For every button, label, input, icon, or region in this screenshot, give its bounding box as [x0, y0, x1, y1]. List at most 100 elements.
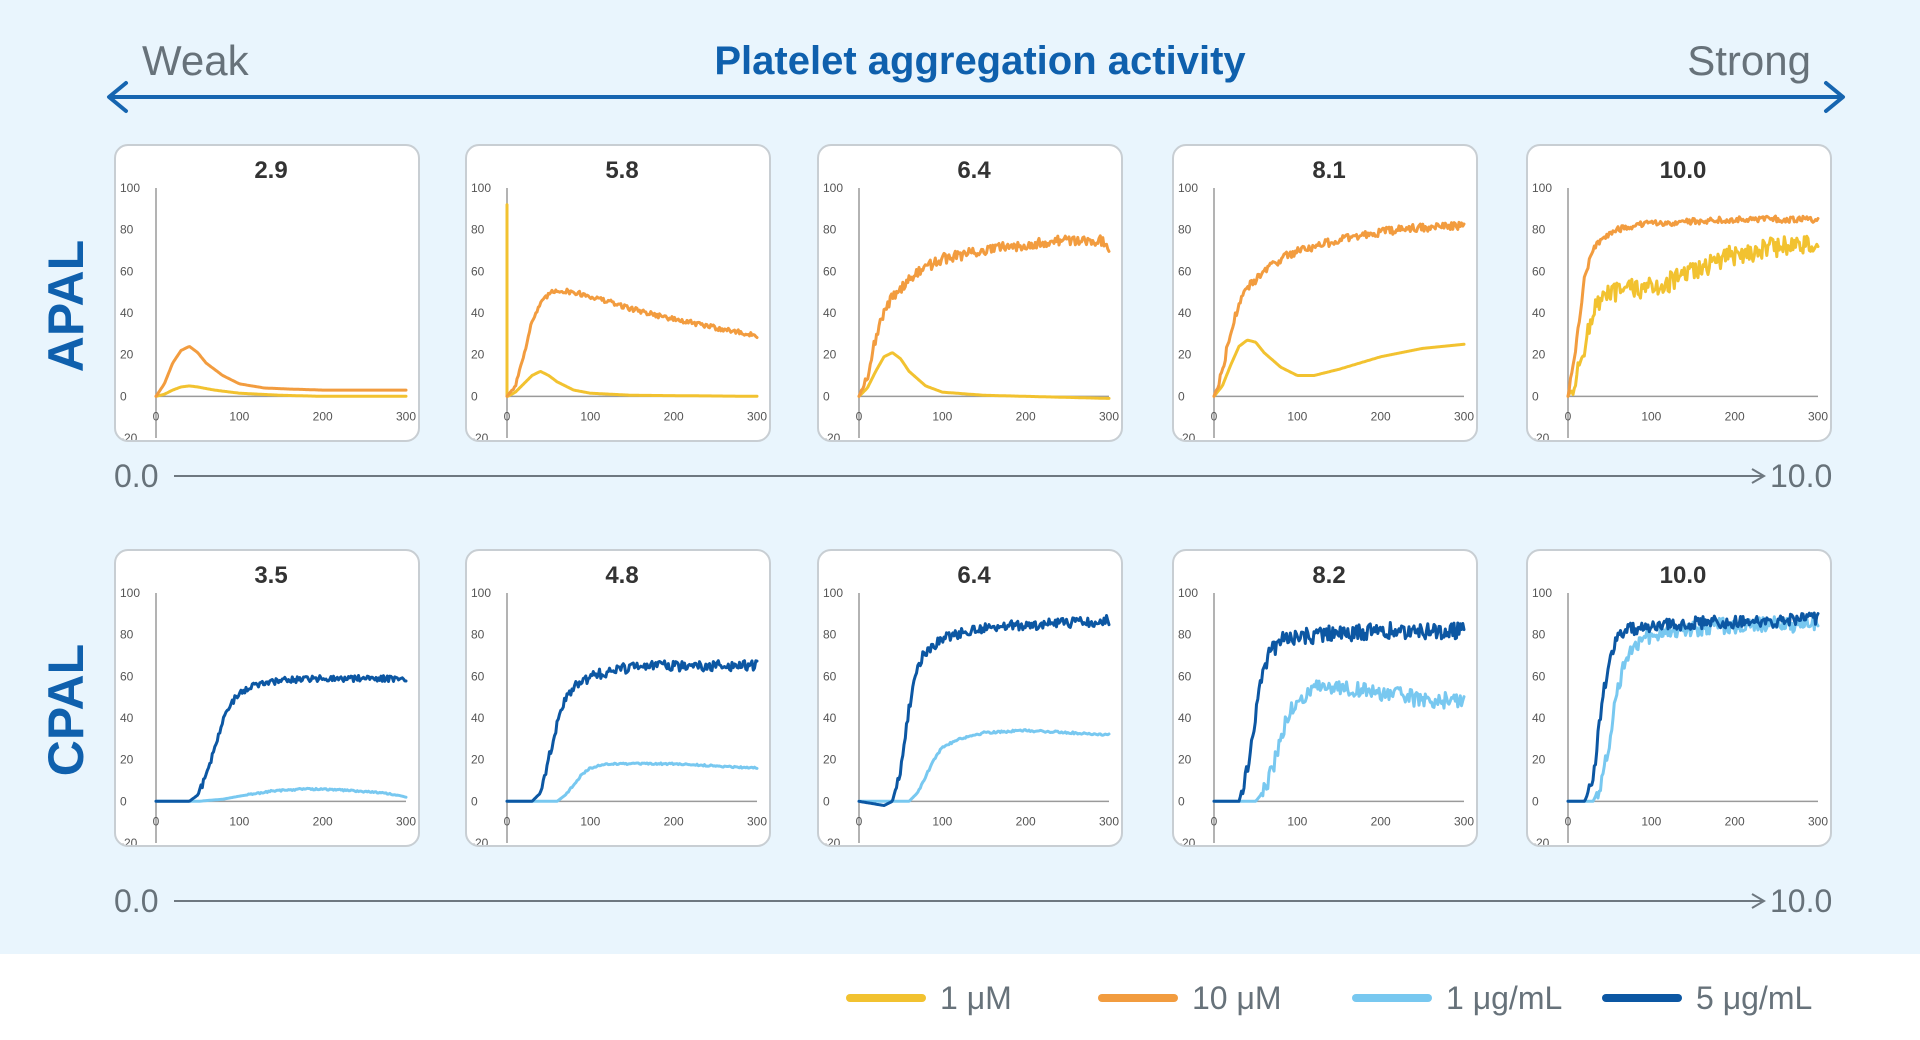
series-line: [1212, 338, 1466, 398]
y-tick-label: 60: [1178, 264, 1192, 278]
y-tick-label: -20: [1532, 431, 1550, 442]
y-tick-label: 40: [823, 711, 837, 725]
y-tick-label: 20: [1532, 753, 1546, 767]
y-tick-label: 20: [823, 348, 837, 362]
y-tick-label: 20: [1532, 348, 1546, 362]
legend-label: 1 μg/mL: [1446, 979, 1563, 1016]
y-tick-label: 0: [1178, 389, 1185, 403]
y-tick-label: 100: [1532, 586, 1552, 600]
chart-plot: 8.1 -20 0 20 40 60 80 100 0 100 200 300: [1178, 157, 1474, 440]
y-tick-label: 20: [120, 753, 134, 767]
y-tick-label: 0: [471, 794, 478, 808]
x-tick-label: 100: [1287, 409, 1307, 423]
x-tick-label: 100: [580, 814, 600, 828]
series-line: [505, 761, 759, 803]
legend-item-10uM: 10 μM: [1098, 976, 1282, 1020]
y-tick-label: 100: [823, 586, 843, 600]
activity-arrow: [107, 81, 1845, 113]
chart-card-cpal-3: 6.4 -20 0 20 40 60 80 100 0 100 200 300: [817, 549, 1123, 847]
y-tick-label: 60: [1532, 264, 1546, 278]
y-tick-label: 0: [823, 389, 830, 403]
legend-label: 1 μM: [940, 979, 1012, 1016]
series-line: [1212, 621, 1466, 803]
y-tick-label: 80: [823, 223, 837, 237]
weak-label: Weak: [142, 37, 249, 84]
chart-title: 10.0: [1660, 157, 1707, 184]
series-line: [1566, 214, 1820, 398]
y-tick-label: -20: [823, 431, 841, 442]
x-tick-label: 300: [1454, 814, 1474, 828]
y-tick-label: 0: [1178, 794, 1185, 808]
strong-label: Strong: [1687, 37, 1811, 84]
chart-card-cpal-1: 3.5 -20 0 20 40 60 80 100 0 100 200 300: [114, 549, 420, 847]
legend-label: 10 μM: [1192, 979, 1282, 1016]
y-tick-label: 80: [1178, 628, 1192, 642]
chart-title: 5.8: [605, 157, 638, 184]
chart-plot: 8.2 -20 0 20 40 60 80 100 0 100 200 300: [1178, 562, 1474, 847]
chart-card-apal-4: 8.1 -20 0 20 40 60 80 100 0 100 200 300: [1172, 144, 1478, 442]
x-tick-label: 300: [396, 814, 416, 828]
x-tick-label: 300: [1808, 409, 1828, 423]
chart-plot: 4.8 -20 0 20 40 60 80 100 0 100 200 300: [471, 562, 767, 845]
y-tick-label: -20: [1178, 836, 1196, 847]
x-tick-label: 100: [932, 409, 952, 423]
y-tick-label: 40: [471, 306, 485, 320]
x-tick-label: 200: [1725, 814, 1745, 828]
y-tick-label: 100: [471, 586, 491, 600]
y-tick-label: 100: [471, 181, 491, 195]
y-tick-label: 40: [1178, 306, 1192, 320]
arrow-head-left: [107, 81, 128, 113]
chart-card-apal-2: 5.8 -20 0 20 40 60 80 100 0 100 200 300: [465, 144, 771, 442]
chart-title: 2.9: [254, 157, 287, 184]
x-tick-label: 200: [1371, 814, 1391, 828]
y-tick-label: 80: [120, 223, 134, 237]
y-tick-label: 80: [1178, 223, 1192, 237]
series-line: [857, 234, 1111, 398]
x-tick-label: 300: [1454, 409, 1474, 423]
y-tick-label: 40: [1178, 711, 1192, 725]
x-tick-label: 0: [1211, 409, 1218, 423]
x-tick-label: 100: [932, 814, 952, 828]
x-tick-label: 100: [229, 814, 249, 828]
y-tick-label: 40: [1532, 306, 1546, 320]
y-tick-label: 40: [120, 711, 134, 725]
y-tick-label: 100: [1532, 181, 1552, 195]
chart-title: 3.5: [254, 562, 287, 589]
x-tick-label: 200: [1016, 409, 1036, 423]
series-line: [505, 287, 759, 398]
y-tick-label: 20: [471, 753, 485, 767]
y-tick-label: 20: [471, 348, 485, 362]
x-tick-label: 0: [1565, 409, 1572, 423]
cpal-scale-min: 0.0: [114, 883, 159, 919]
chart-title: 6.4: [957, 157, 991, 184]
x-tick-label: 0: [856, 409, 863, 423]
y-tick-label: 80: [471, 628, 485, 642]
chart-title: 4.8: [605, 562, 638, 589]
x-tick-label: 200: [1016, 814, 1036, 828]
y-tick-label: 80: [823, 628, 837, 642]
legend-swatch: [1098, 994, 1178, 1002]
series-line: [505, 203, 759, 398]
series-line: [505, 659, 759, 803]
chart-card-apal-3: 6.4 -20 0 20 40 60 80 100 0 100 200 300: [817, 144, 1123, 442]
arrow-head-right: [1824, 81, 1845, 113]
chart-plot: 6.4 -20 0 20 40 60 80 100 0 100 200 300: [823, 562, 1119, 845]
chart-plot: 10.0 -20 0 20 40 60 80 100 0 100 200 300: [1532, 562, 1828, 845]
y-tick-label: -20: [120, 836, 138, 847]
y-tick-label: 40: [120, 306, 134, 320]
y-tick-label: 0: [471, 389, 478, 403]
y-tick-label: 60: [471, 264, 485, 278]
y-tick-label: 0: [120, 389, 127, 403]
y-tick-label: 100: [120, 586, 140, 600]
series-line: [857, 728, 1111, 803]
x-tick-label: 0: [504, 814, 511, 828]
chart-title: 8.2: [1312, 562, 1345, 589]
x-tick-label: 200: [313, 409, 333, 423]
chart-plot: 6.4 -20 0 20 40 60 80 100 0 100 200 300: [823, 157, 1119, 442]
y-tick-label: 20: [120, 348, 134, 362]
chart-card-cpal-2: 4.8 -20 0 20 40 60 80 100 0 100 200 300: [465, 549, 771, 847]
x-tick-label: 0: [504, 409, 511, 423]
x-tick-label: 0: [153, 409, 160, 423]
y-tick-label: 60: [120, 669, 134, 683]
y-tick-label: 80: [120, 628, 134, 642]
